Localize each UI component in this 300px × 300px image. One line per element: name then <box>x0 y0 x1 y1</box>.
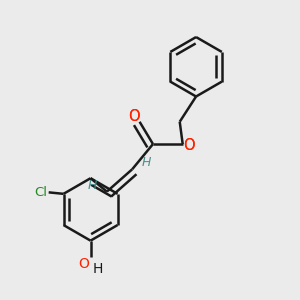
Text: H: H <box>142 156 151 169</box>
Circle shape <box>130 113 138 120</box>
Text: O: O <box>128 109 140 124</box>
Text: O: O <box>183 138 195 153</box>
Text: H: H <box>88 178 97 192</box>
Circle shape <box>185 142 193 149</box>
Text: O: O <box>183 138 195 153</box>
Text: O: O <box>128 109 140 124</box>
Text: O: O <box>78 257 89 272</box>
Text: Cl: Cl <box>34 186 47 199</box>
Text: H: H <box>93 262 103 277</box>
